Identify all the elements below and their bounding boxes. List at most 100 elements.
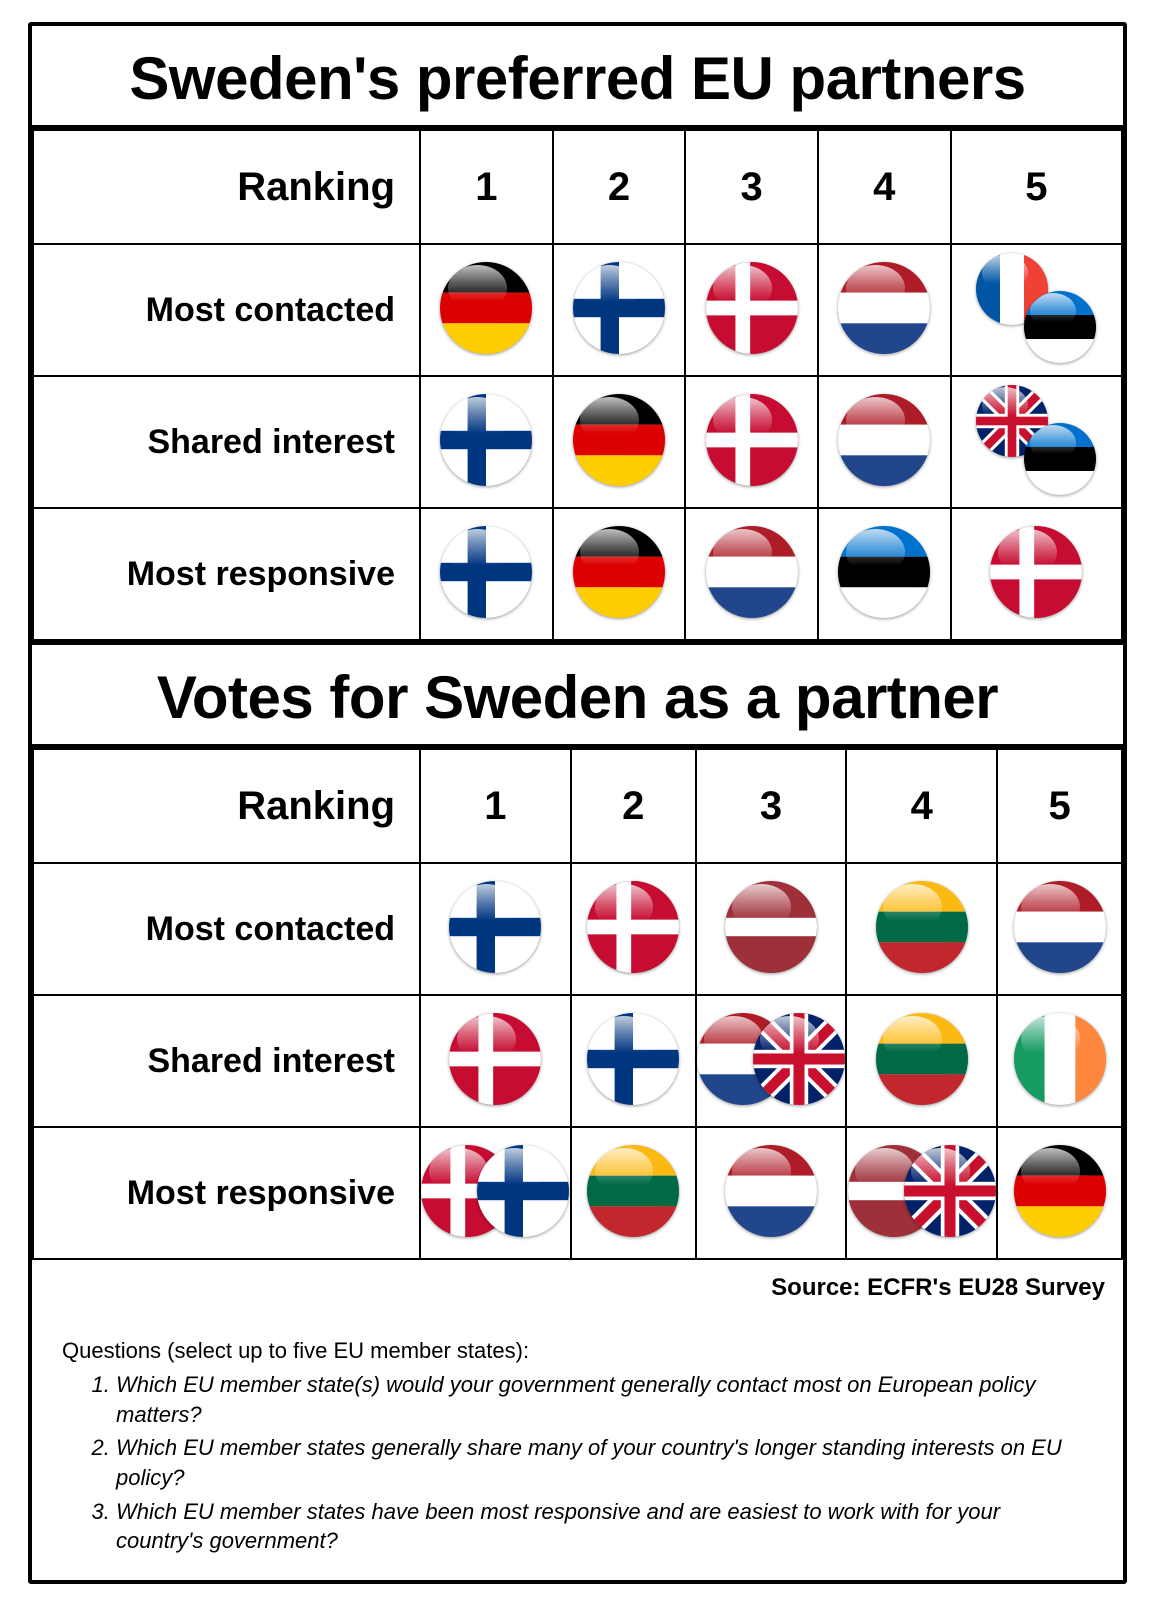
flag-cell (1014, 1013, 1106, 1105)
flag-cell (725, 1145, 817, 1237)
germany-flag-icon (1014, 1145, 1106, 1237)
flag-td (571, 1127, 696, 1259)
flag-cell (838, 394, 930, 486)
netherlands-flag-icon (838, 394, 930, 486)
ireland-flag-icon (1014, 1013, 1106, 1105)
page: Sweden's preferred EU partnersRanking123… (0, 0, 1155, 1614)
finland-flag-icon (477, 1145, 569, 1237)
content-frame: Sweden's preferred EU partnersRanking123… (28, 22, 1127, 1584)
flag-td (553, 244, 686, 376)
row-label: Shared interest (33, 995, 420, 1127)
flag-td (997, 1127, 1122, 1259)
ranking-header: Ranking (33, 130, 420, 244)
flag-td (571, 995, 696, 1127)
flag-td (685, 508, 818, 640)
denmark-flag-icon (990, 526, 1082, 618)
table-row: Shared interest (33, 995, 1122, 1127)
lithuania-flag-icon (876, 1013, 968, 1105)
flag-td (571, 863, 696, 995)
estonia-flag-icon (1024, 291, 1096, 363)
estonia-flag-icon (838, 526, 930, 618)
rank-col-1: 1 (420, 749, 571, 863)
flag-cell (449, 881, 541, 973)
table-preferred: Ranking12345Most contactedShared interes… (32, 129, 1123, 641)
question-2: Which EU member states generally share m… (116, 1433, 1093, 1492)
netherlands-flag-icon (838, 262, 930, 354)
flag-cell (876, 881, 968, 973)
row-label: Most contacted (33, 244, 420, 376)
questions-list: Which EU member state(s) would your gove… (62, 1370, 1093, 1556)
flag-cell-pair (866, 1145, 978, 1237)
flag-cell (449, 1013, 541, 1105)
finland-flag-icon (573, 262, 665, 354)
flag-cell (1014, 881, 1106, 973)
flag-cell-pair (715, 1013, 827, 1105)
flag-cell (573, 526, 665, 618)
rank-col-3: 3 (696, 749, 847, 863)
flag-td (997, 863, 1122, 995)
flag-cell (725, 881, 817, 973)
flag-td (846, 995, 997, 1127)
flag-td (951, 508, 1122, 640)
denmark-flag-icon (706, 394, 798, 486)
germany-flag-icon (440, 262, 532, 354)
flag-cell (838, 262, 930, 354)
flag-td (951, 376, 1122, 508)
flag-td (420, 863, 571, 995)
uk-flag-icon (904, 1145, 996, 1237)
flag-td (420, 244, 553, 376)
section-title-preferred: Sweden's preferred EU partners (32, 26, 1123, 129)
lithuania-flag-icon (876, 881, 968, 973)
flag-cell (587, 881, 679, 973)
latvia-flag-icon (725, 881, 817, 973)
row-label: Most responsive (33, 508, 420, 640)
table-row: Most responsive (33, 508, 1122, 640)
questions-intro: Questions (select up to five EU member s… (62, 1338, 1093, 1364)
germany-flag-icon (573, 526, 665, 618)
flag-td (685, 376, 818, 508)
row-label: Most responsive (33, 1127, 420, 1259)
table-row: Most contacted (33, 863, 1122, 995)
rank-col-2: 2 (571, 749, 696, 863)
flag-cell (706, 262, 798, 354)
rank-col-3: 3 (685, 130, 818, 244)
rank-col-4: 4 (818, 130, 951, 244)
flag-td (818, 508, 951, 640)
rank-col-5: 5 (997, 749, 1122, 863)
denmark-flag-icon (587, 881, 679, 973)
flag-cell (587, 1013, 679, 1105)
flag-td (818, 376, 951, 508)
finland-flag-icon (587, 1013, 679, 1105)
flag-cell (573, 262, 665, 354)
flag-td (818, 244, 951, 376)
table-row: Shared interest (33, 376, 1122, 508)
flag-cell (876, 1013, 968, 1105)
flag-cell (1014, 1145, 1106, 1237)
estonia-flag-icon (1024, 423, 1096, 495)
rank-col-2: 2 (553, 130, 686, 244)
flag-cell-pair (439, 1145, 551, 1237)
rank-col-4: 4 (846, 749, 997, 863)
flag-td (846, 863, 997, 995)
finland-flag-icon (440, 526, 532, 618)
finland-flag-icon (449, 881, 541, 973)
flag-td (420, 995, 571, 1127)
lithuania-flag-icon (587, 1145, 679, 1237)
table-row: Most responsive (33, 1127, 1122, 1259)
source-line: Source: ECFR's EU28 Survey (32, 1260, 1123, 1302)
denmark-flag-icon (706, 262, 798, 354)
flag-cell (587, 1145, 679, 1237)
flag-cell (990, 526, 1082, 618)
question-3: Which EU member states have been most re… (116, 1497, 1093, 1556)
table-votes: Ranking12345 Most contactedShared interes… (32, 748, 1123, 1260)
germany-flag-icon (573, 394, 665, 486)
flag-td (696, 863, 847, 995)
flag-td (420, 508, 553, 640)
flag-cell (706, 526, 798, 618)
row-label: Shared interest (33, 376, 420, 508)
section-title-votes: Votes for Sweden as a partner (32, 641, 1123, 748)
flag-cell (706, 394, 798, 486)
netherlands-flag-icon (725, 1145, 817, 1237)
ranking-header: Ranking (33, 749, 420, 863)
row-label: Most contacted (33, 863, 420, 995)
